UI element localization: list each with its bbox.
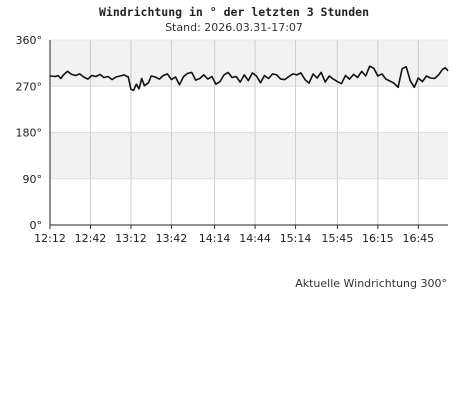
x-tick-label: 15:14: [280, 232, 312, 245]
y-tick-label: 180°: [16, 127, 43, 140]
x-tick-label: 12:12: [34, 232, 66, 245]
y-tick-label: 270°: [16, 80, 43, 93]
x-tick-label: 14:14: [199, 232, 231, 245]
current-wind-direction: Aktuelle Windrichtung 300°: [295, 277, 447, 290]
chart-subtitle: Stand: 2026.03.31-17:07: [165, 21, 303, 34]
chart-title: Windrichtung in ° der letzten 3 Stunden: [98, 5, 370, 19]
x-tick-label: 16:15: [362, 232, 394, 245]
x-tick-label: 16:45: [402, 232, 434, 245]
shaded-band: [50, 132, 448, 179]
series-line: [49, 65, 449, 92]
y-tick-label: 90°: [23, 173, 43, 186]
x-tick-label: 14:44: [239, 232, 271, 245]
x-tick-label: 15:45: [322, 232, 354, 245]
y-tick-label: 360°: [16, 34, 43, 47]
x-tick-label: 12:42: [75, 232, 107, 245]
y-tick-label: 0°: [30, 219, 43, 232]
x-tick-label: 13:42: [156, 232, 188, 245]
wind-direction-chart: 0° 90° 180° 270° 360° 12:12 12:42 13:12 13:42 14…: [16, 34, 449, 245]
x-tick-label: 13:12: [115, 232, 147, 245]
